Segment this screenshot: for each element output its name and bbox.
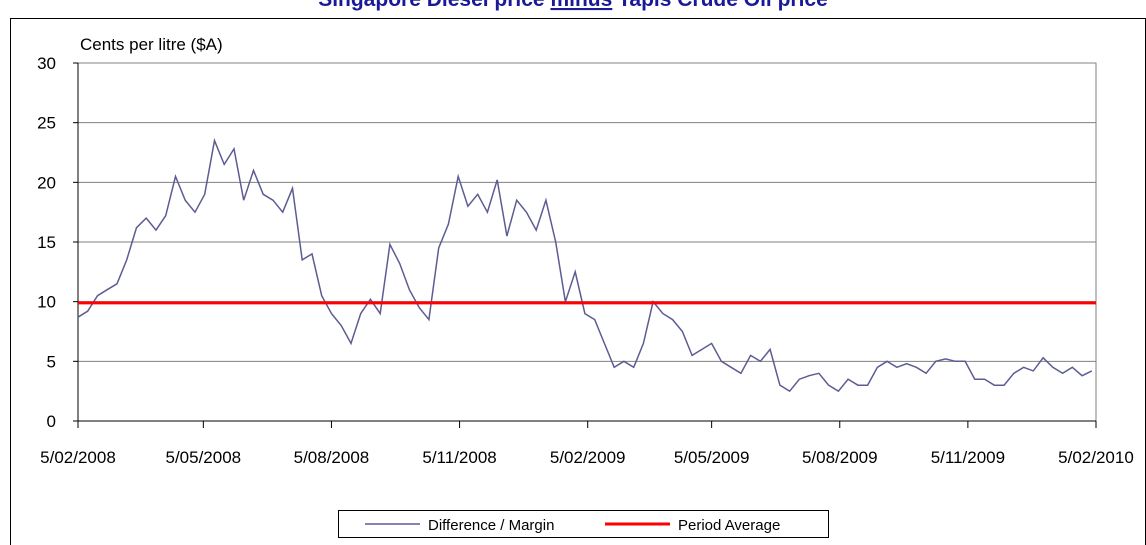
legend-label: Difference / Margin: [428, 517, 554, 534]
y-tick-label: 30: [37, 54, 56, 73]
title-part: Singapore Diesel price: [318, 0, 550, 11]
x-tick-label: 5/05/2009: [674, 448, 750, 467]
x-tick-label: 5/02/2010: [1058, 448, 1134, 467]
x-tick-label: 5/05/2008: [166, 448, 242, 467]
legend-label: Period Average: [678, 517, 780, 534]
chart-title: Singapore Diesel price minus Tapis Crude…: [318, 0, 828, 11]
y-tick-label: 25: [37, 114, 56, 133]
y-tick-label: 0: [47, 412, 56, 431]
x-tick-label: 5/11/2009: [931, 448, 1005, 467]
y-axis-label: Cents per litre ($A): [80, 35, 223, 54]
y-tick-label: 20: [37, 173, 56, 192]
x-tick-label: 5/08/2008: [294, 448, 370, 467]
series-line: [77, 137, 1093, 393]
x-tick-label: 5/02/2008: [40, 448, 116, 467]
y-tick-label: 5: [47, 352, 56, 371]
legend-box: [338, 510, 829, 538]
x-tick-label: 5/11/2008: [422, 448, 496, 467]
title-emphasis: minus: [550, 0, 612, 11]
title-part: Tapis Crude Oil price: [612, 0, 828, 11]
y-tick-label: 15: [37, 233, 56, 252]
y-tick-label: 10: [37, 293, 56, 312]
x-tick-label: 5/08/2009: [802, 448, 878, 467]
x-tick-label: 5/02/2009: [550, 448, 626, 467]
